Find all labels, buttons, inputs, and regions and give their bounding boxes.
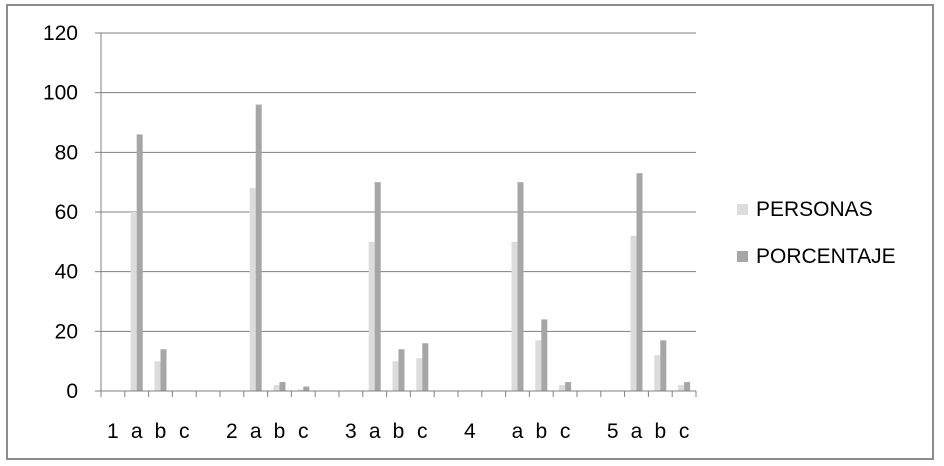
x-tick-label: b — [654, 420, 666, 443]
bar-porcentaje-12 — [398, 349, 405, 391]
bar-porcentaje-24 — [684, 382, 691, 391]
gridlines — [101, 32, 696, 332]
bar-porcentaje-19 — [565, 382, 572, 391]
y-tick-label: 40 — [55, 261, 78, 284]
bar-porcentaje-1 — [136, 134, 143, 391]
legend-label-porcentaje: PORCENTAJE — [756, 245, 896, 268]
bar-personas-2 — [154, 361, 161, 391]
bar-porcentaje-11 — [374, 182, 381, 391]
bar-personas-7 — [273, 385, 280, 391]
x-tick-label: c — [179, 420, 190, 443]
x-tick-label: b — [393, 420, 405, 443]
axes — [100, 33, 697, 397]
x-tick-label: b — [155, 420, 167, 443]
bar-personas-24 — [678, 385, 685, 391]
bar-personas-22 — [630, 235, 637, 391]
bar-porcentaje-8 — [303, 386, 310, 391]
y-axis-ticks: 0 20 40 60 80 100 120 — [43, 22, 101, 403]
bar-porcentaje-13 — [422, 343, 429, 391]
x-tick-label: c — [298, 420, 309, 443]
x-tick-label: b — [274, 420, 286, 443]
y-tick-label: 0 — [66, 380, 78, 403]
bar-personas-6 — [249, 188, 256, 391]
bar-porcentaje-7 — [279, 382, 286, 391]
bar-porcentaje-17 — [517, 182, 524, 391]
bar-personas-11 — [368, 241, 375, 391]
bar-personas-18 — [535, 340, 542, 391]
x-tick-label: c — [679, 420, 690, 443]
bar-personas-1 — [130, 212, 137, 391]
bar-porcentaje-2 — [160, 349, 167, 391]
bar-personas-19 — [559, 385, 566, 391]
bar-porcentaje-22 — [636, 173, 643, 391]
bar-personas-13 — [416, 358, 423, 391]
x-tick-label: a — [250, 420, 262, 443]
bar-personas-8 — [297, 389, 304, 391]
legend-label-personas: PERSONAS — [756, 198, 873, 221]
x-tick-label: c — [417, 420, 428, 443]
legend: PERSONAS PORCENTAJE — [737, 198, 896, 268]
x-tick-label: a — [131, 420, 143, 443]
bars — [130, 104, 691, 391]
x-tick-label: c — [560, 420, 571, 443]
y-tick-label: 20 — [55, 320, 78, 343]
y-tick-label: 120 — [43, 22, 78, 45]
bar-porcentaje-6 — [255, 104, 262, 391]
y-tick-label: 60 — [55, 201, 78, 224]
legend-swatch-personas — [737, 204, 748, 215]
bar-personas-17 — [511, 241, 518, 391]
x-tick-label: a — [369, 420, 381, 443]
bar-personas-23 — [654, 355, 661, 391]
x-tick-label: 4 — [464, 420, 476, 443]
x-tick-label: a — [512, 420, 524, 443]
y-tick-label: 100 — [43, 82, 78, 105]
x-tick-label: 5 — [607, 420, 619, 443]
bar-porcentaje-18 — [541, 319, 548, 391]
bar-personas-12 — [392, 361, 399, 391]
x-tick-label: a — [631, 420, 643, 443]
x-tick-label: 1 — [107, 420, 119, 443]
legend-swatch-porcentaje — [737, 251, 748, 262]
x-tick-label: 3 — [345, 420, 357, 443]
x-tick-label: 2 — [226, 420, 238, 443]
y-tick-label: 80 — [55, 141, 78, 164]
bar-porcentaje-23 — [660, 340, 667, 391]
x-tick-label: b — [535, 420, 547, 443]
